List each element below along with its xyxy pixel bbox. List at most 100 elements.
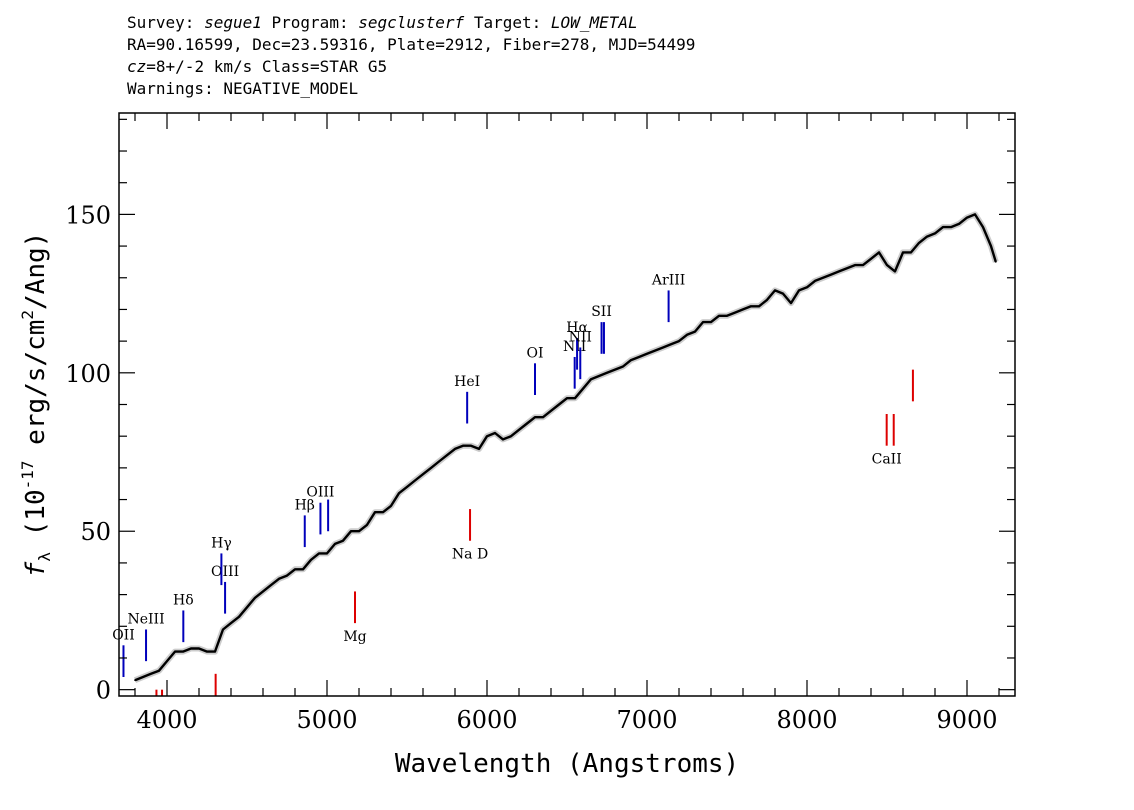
- spectrum-point: [246, 606, 248, 609]
- spectrum-point: [846, 267, 848, 270]
- header-line-coordinates: RA=90.16599, Dec=23.59316, Plate=2912, F…: [127, 35, 696, 54]
- spectrum-point: [134, 679, 136, 681]
- spectrum-point: [334, 543, 336, 545]
- spectrum-point: [622, 365, 624, 368]
- emission-line-label: Hα: [566, 320, 588, 336]
- spectrum-point: [710, 321, 712, 323]
- spectrum-point: [550, 410, 552, 412]
- spectrum-point: [462, 444, 464, 447]
- y-axis-title-sub: λ: [35, 552, 54, 562]
- cz-value: 8+/-2: [155, 57, 205, 76]
- emission-line-label: OIII: [306, 485, 334, 501]
- spectrum-point: [966, 216, 968, 219]
- spectrum-point: [894, 270, 896, 273]
- spectrum-point: [558, 403, 560, 406]
- spectrum-point: [390, 505, 392, 507]
- spectrum-point: [822, 276, 824, 279]
- spectrum-point: [838, 270, 840, 273]
- spectrum-point: [942, 226, 944, 228]
- spectrum-point: [150, 673, 152, 675]
- spectrum-point: [438, 460, 440, 463]
- spectrum-point: [222, 628, 224, 631]
- spectrum-point: [366, 524, 368, 526]
- spectrum-point: [318, 552, 320, 555]
- y-tick-label: 0: [96, 677, 111, 705]
- cz-class: km/s Class=STAR G5: [204, 57, 388, 76]
- spectrum-point: [886, 264, 888, 266]
- spectrum-point: [982, 226, 984, 228]
- spectrum-point: [958, 223, 960, 225]
- target-label: Target:: [473, 13, 542, 32]
- y-axis-title: fλ (10-17 erg/s/cm2/Ang): [18, 232, 54, 578]
- spectrum-point: [526, 422, 528, 425]
- target-value: LOW_METAL: [550, 13, 638, 32]
- spectrum-point: [566, 397, 568, 399]
- spectrum-point: [406, 486, 408, 488]
- spectrum-point: [934, 232, 936, 235]
- spectrum-point: [862, 264, 864, 266]
- spectrum-point: [726, 314, 728, 317]
- x-tick-label: 8000: [776, 706, 837, 734]
- spectrum-point: [758, 305, 760, 308]
- x-axis-title: Wavelength (Angstroms): [395, 749, 739, 779]
- spectrum-point: [494, 432, 496, 434]
- spectrum-point: [670, 343, 672, 346]
- program-label: Program:: [271, 13, 349, 32]
- spectrum-point: [926, 235, 928, 238]
- spectrum-point: [995, 261, 997, 263]
- header-line-warnings: Warnings: NEGATIVE_MODEL: [127, 79, 359, 98]
- absorption-line-label: CaII: [872, 452, 902, 468]
- emission-line-label: NII: [569, 329, 592, 345]
- spectrum-point: [662, 346, 664, 349]
- spectrum-point: [806, 286, 808, 289]
- spectrum-point: [774, 289, 776, 292]
- spectrum-header: Survey: segue1 Program: segclusterf Targ…: [127, 12, 695, 100]
- emission-line-label: HeI: [454, 374, 480, 390]
- spectrum-point: [790, 302, 792, 304]
- spectrum-point: [814, 280, 816, 282]
- spectrum-point: [358, 530, 360, 533]
- spectrum-point: [166, 660, 168, 662]
- spectrum-point: [654, 349, 656, 352]
- spectrum-point: [142, 676, 144, 678]
- emission-line-label: OII: [112, 627, 135, 643]
- spectrum-point: [182, 650, 184, 653]
- x-tick-label: 9000: [936, 706, 997, 734]
- spectrum-point: [574, 397, 576, 399]
- y-tick-label: 100: [65, 360, 111, 388]
- header-line-survey: Survey: segue1 Program: segclusterf Targ…: [127, 12, 695, 34]
- x-tick-label: 6000: [456, 706, 517, 734]
- spectrum-line: [134, 213, 997, 682]
- spectrum-point: [510, 435, 512, 437]
- y-axis-title-exp: -17: [18, 460, 37, 489]
- spectrum-point: [238, 615, 240, 618]
- emission-line-label: ArIII: [651, 272, 685, 288]
- emission-line-label: OIII: [211, 564, 239, 580]
- emission-line-label: Hβ: [295, 497, 315, 513]
- error-band: [133, 211, 999, 683]
- y-axis-title-f: f: [21, 561, 51, 577]
- spectrum-point: [214, 650, 216, 653]
- spectrum-point: [230, 622, 232, 624]
- spectrum-point: [878, 251, 880, 254]
- spectrum-point: [582, 387, 584, 390]
- spectrum-point: [374, 511, 376, 514]
- spectrum-point: [918, 242, 920, 244]
- survey-label: Survey:: [127, 13, 195, 32]
- spectrum-point: [446, 454, 448, 456]
- program-value: segclusterf: [358, 13, 465, 32]
- x-tick-label: 7000: [616, 706, 677, 734]
- spectrum-point: [534, 416, 536, 418]
- spectrum-point: [910, 251, 912, 254]
- plot-frame: [118, 112, 1016, 697]
- emission-line-label: SII: [591, 304, 612, 320]
- spectrum-point: [598, 375, 600, 377]
- spectrum-point: [782, 292, 784, 295]
- emission-line-label: Hδ: [173, 592, 194, 608]
- spectrum-point: [854, 264, 856, 266]
- spectrum-point: [294, 568, 296, 571]
- header-line-redshift: cz=8+/-2 km/s Class=STAR G5: [127, 56, 695, 78]
- y-axis-title-open: (10: [21, 489, 51, 552]
- spectrum-point: [902, 251, 904, 254]
- spectrum-point: [302, 568, 304, 571]
